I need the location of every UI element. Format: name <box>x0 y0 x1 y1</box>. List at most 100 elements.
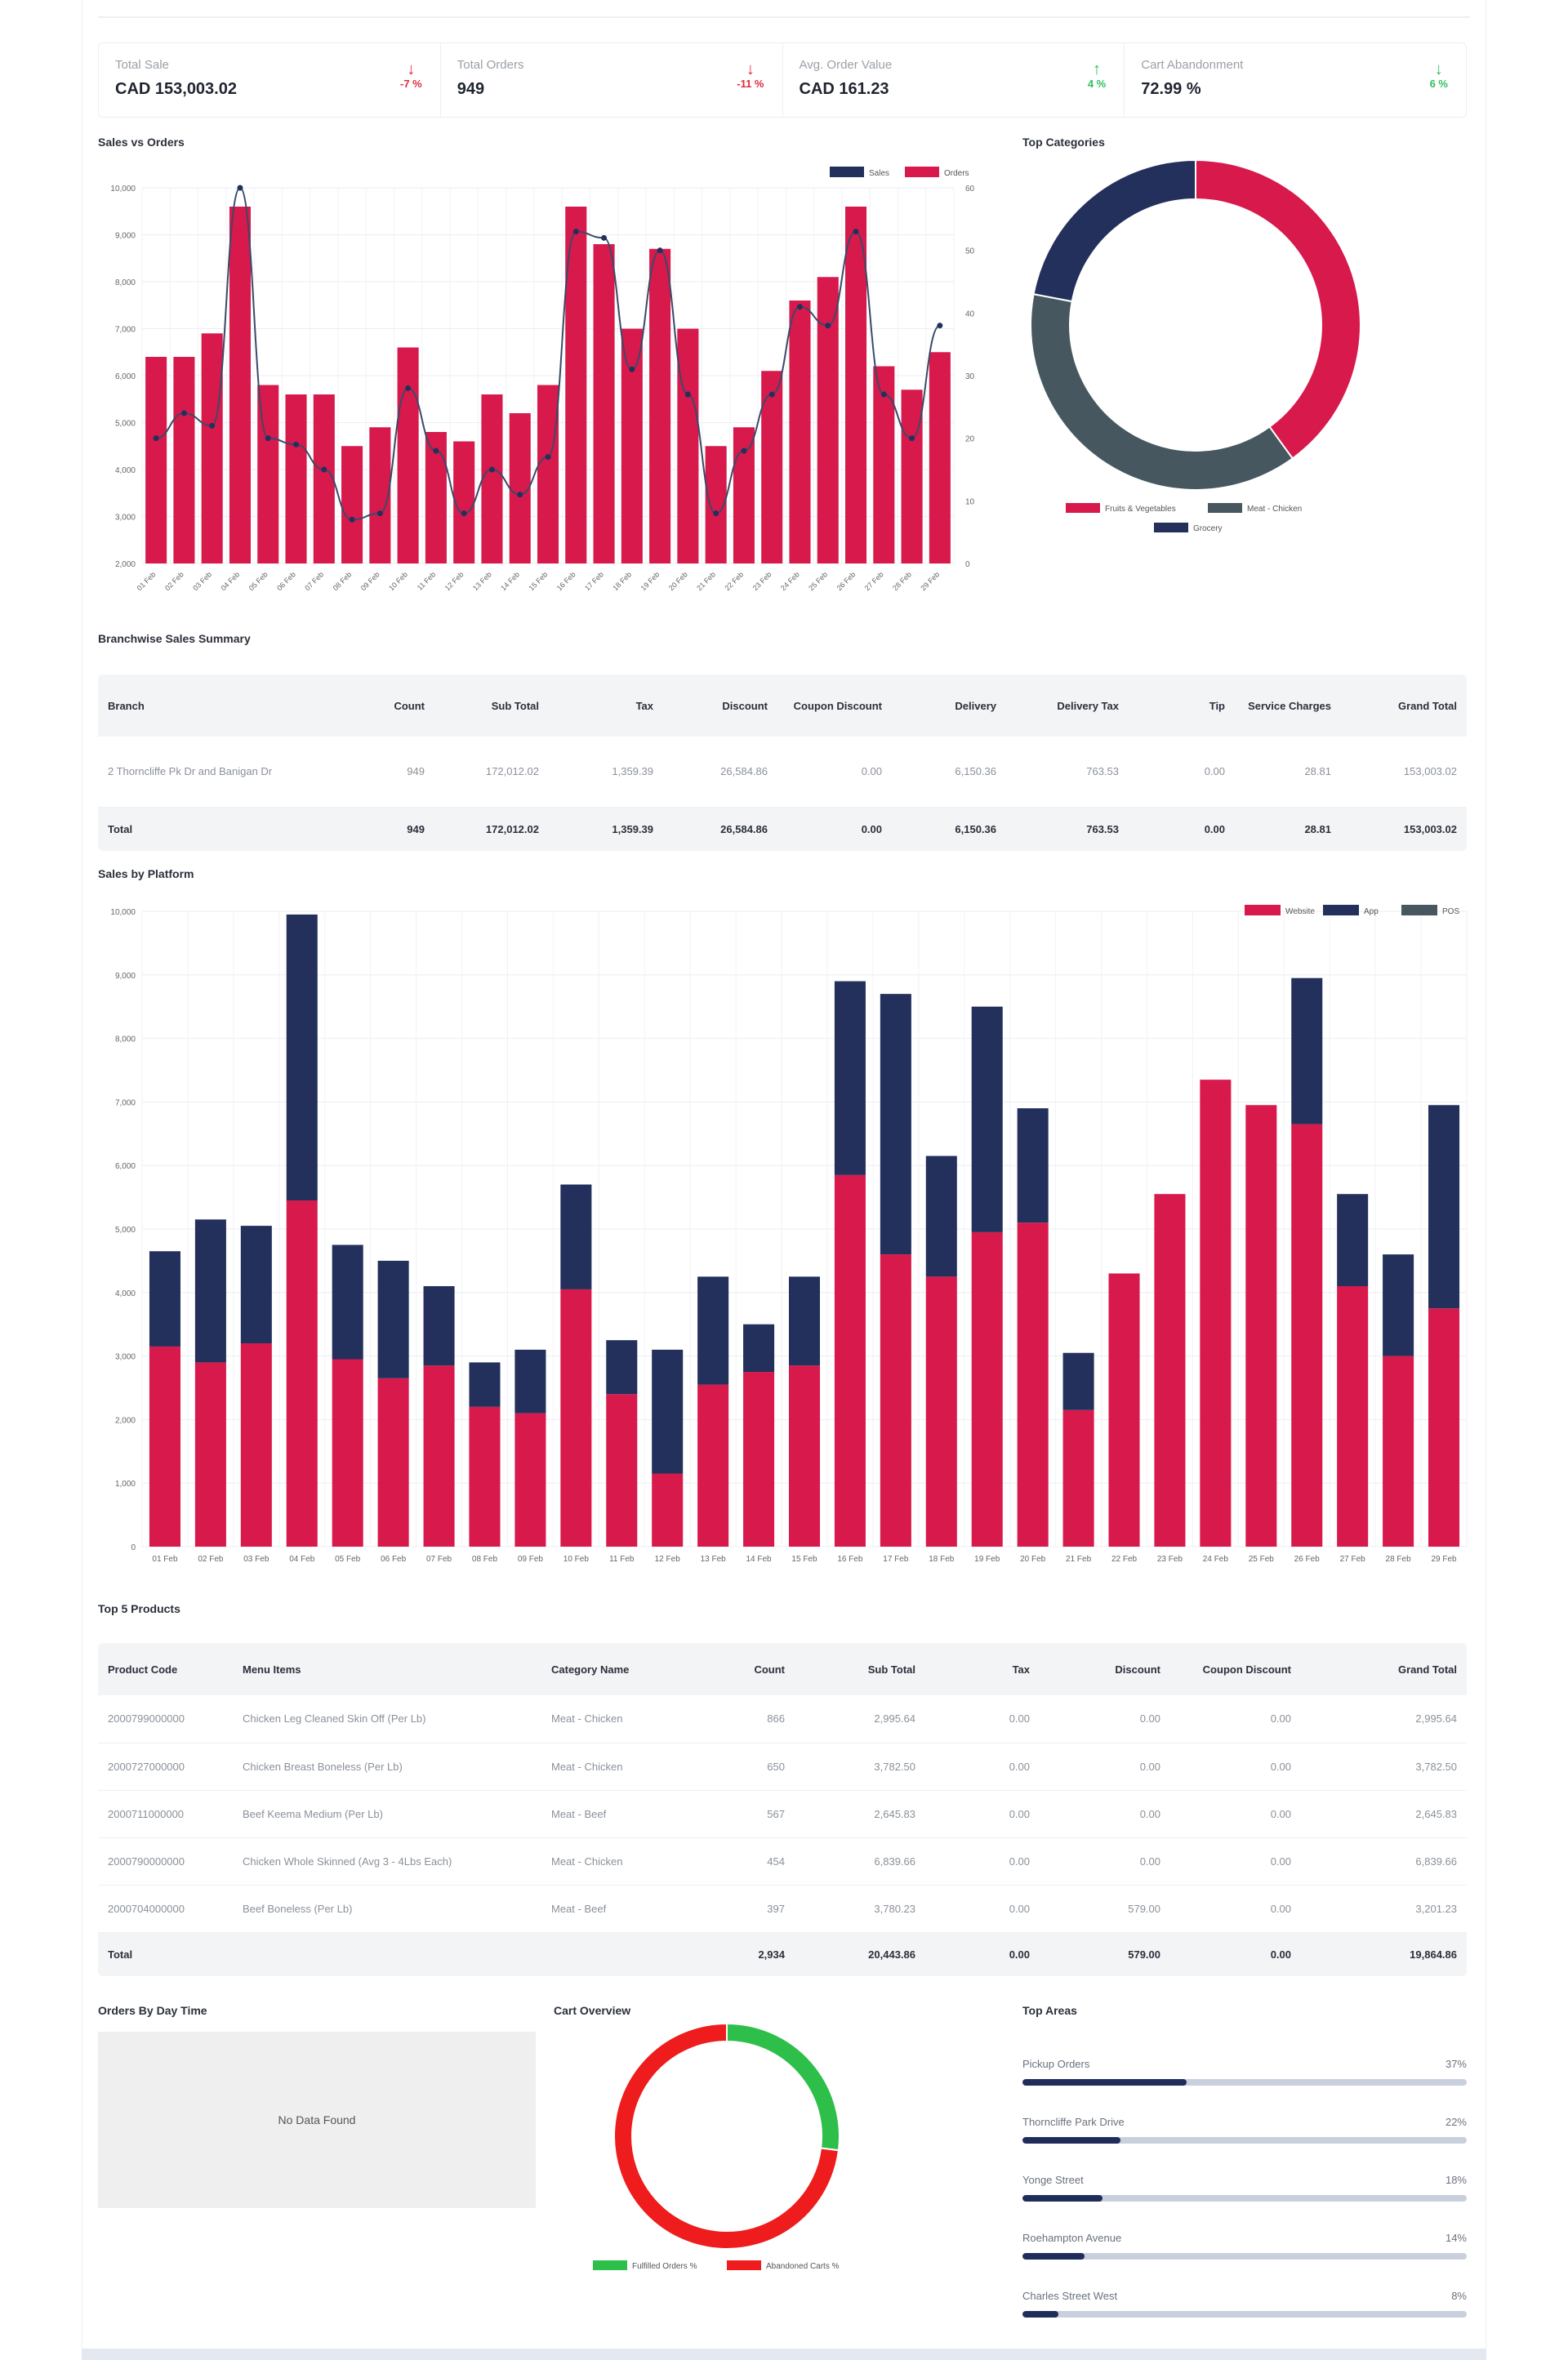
website-bar[interactable] <box>1245 1105 1277 1547</box>
website-bar[interactable] <box>1017 1222 1049 1547</box>
app-bar[interactable] <box>149 1251 180 1347</box>
app-bar[interactable] <box>743 1324 775 1373</box>
top-area-item[interactable]: Pickup Orders 37% <box>1022 2058 1467 2086</box>
table-row[interactable]: 2 Thorncliffe Pk Dr and Banigan Dr 949 172… <box>98 737 1467 808</box>
app-bar[interactable] <box>286 914 318 1200</box>
legend-label[interactable]: Abandoned Carts % <box>766 2262 840 2271</box>
website-bar[interactable] <box>286 1200 318 1547</box>
app-bar[interactable] <box>697 1276 729 1385</box>
sales-point[interactable] <box>405 385 412 391</box>
kpi-avg-order-value[interactable]: Avg. Order Value CAD 161.23 ↑ 4 % <box>783 43 1125 117</box>
column-header[interactable]: Discount <box>1040 1643 1170 1695</box>
sales-point[interactable] <box>321 466 327 473</box>
app-bar[interactable] <box>469 1362 501 1407</box>
table-row[interactable]: 2000799000000 Chicken Leg Cleaned Skin Of… <box>98 1695 1467 1743</box>
website-bar[interactable] <box>971 1231 1003 1547</box>
orders-bar[interactable] <box>313 394 335 563</box>
orders-bar[interactable] <box>509 413 531 563</box>
website-bar[interactable] <box>606 1394 638 1547</box>
column-header[interactable]: Sub Total <box>434 675 549 737</box>
orders-bar[interactable] <box>845 207 867 563</box>
column-header[interactable]: Count <box>705 1643 795 1695</box>
sales-point[interactable] <box>909 435 915 442</box>
legend-label[interactable]: Sales <box>869 169 889 178</box>
orders-bar[interactable] <box>621 328 643 564</box>
app-bar[interactable] <box>834 981 866 1175</box>
orders-bar[interactable] <box>537 385 559 564</box>
orders-bar[interactable] <box>285 394 307 563</box>
orders-bar[interactable] <box>397 347 419 564</box>
sales-point[interactable] <box>741 448 747 454</box>
column-header[interactable]: Coupon Discount <box>1170 1643 1301 1695</box>
category-slice[interactable] <box>1032 158 1196 303</box>
sales-point[interactable] <box>713 510 719 517</box>
table-row[interactable]: 2000704000000 Beef Boneless (Per Lb) Meat … <box>98 1885 1467 1933</box>
orders-bar[interactable] <box>341 446 363 563</box>
kpi-total-orders[interactable]: Total Orders 949 ↓ -11 % <box>441 43 783 117</box>
column-header[interactable]: Grand Total <box>1301 1643 1467 1695</box>
app-bar[interactable] <box>332 1245 363 1360</box>
app-bar[interactable] <box>1017 1108 1049 1223</box>
orders-bar[interactable] <box>565 207 587 563</box>
orders-bar[interactable] <box>369 427 391 563</box>
app-bar[interactable] <box>925 1156 957 1277</box>
website-bar[interactable] <box>1108 1273 1140 1547</box>
sales-point[interactable] <box>517 492 523 498</box>
app-bar[interactable] <box>1291 977 1323 1124</box>
sales-point[interactable] <box>629 366 635 372</box>
sales-point[interactable] <box>880 391 887 398</box>
legend-label[interactable]: Fruits & Vegetables <box>1105 505 1176 514</box>
column-header[interactable]: Service Charges <box>1235 675 1341 737</box>
cart-slice[interactable] <box>613 2022 840 2250</box>
website-bar[interactable] <box>240 1343 272 1547</box>
website-bar[interactable] <box>469 1406 501 1547</box>
app-bar[interactable] <box>377 1260 409 1378</box>
column-header[interactable]: Coupon Discount <box>777 675 892 737</box>
sales-point[interactable] <box>853 229 859 235</box>
orders-bar[interactable] <box>453 441 475 564</box>
sales-point[interactable] <box>825 323 831 329</box>
website-bar[interactable] <box>1428 1308 1460 1547</box>
orders-bar[interactable] <box>761 371 783 563</box>
website-bar[interactable] <box>925 1276 957 1547</box>
table-row[interactable]: 2000727000000 Chicken Breast Boneless (Pe… <box>98 1743 1467 1791</box>
sales-point[interactable] <box>488 466 495 473</box>
legend-label[interactable]: Grocery <box>1193 524 1223 533</box>
sales-point[interactable] <box>237 185 243 191</box>
app-bar[interactable] <box>971 1006 1003 1232</box>
sales-point[interactable] <box>601 234 608 241</box>
column-header[interactable]: Delivery Tax <box>1006 675 1129 737</box>
website-bar[interactable] <box>788 1365 821 1547</box>
column-header[interactable]: Sub Total <box>795 1643 925 1695</box>
app-bar[interactable] <box>423 1286 455 1366</box>
website-bar[interactable] <box>1200 1080 1232 1547</box>
orders-bar[interactable] <box>229 207 251 563</box>
app-bar[interactable] <box>788 1276 821 1366</box>
orders-bar[interactable] <box>817 277 839 563</box>
website-bar[interactable] <box>332 1359 363 1547</box>
legend-label[interactable]: Meat - Chicken <box>1247 505 1302 514</box>
app-bar[interactable] <box>1383 1254 1414 1356</box>
sales-point[interactable] <box>572 229 579 235</box>
app-bar[interactable] <box>1062 1352 1094 1410</box>
sales-point[interactable] <box>433 448 439 454</box>
legend-label[interactable]: App <box>1364 907 1379 916</box>
column-header[interactable]: Tax <box>925 1643 1040 1695</box>
website-bar[interactable] <box>377 1378 409 1547</box>
sales-point[interactable] <box>937 323 943 329</box>
top-area-item[interactable]: Charles Street West 8% <box>1022 2290 1467 2318</box>
website-bar[interactable] <box>194 1362 226 1547</box>
sales-point[interactable] <box>180 410 187 416</box>
orders-bar[interactable] <box>733 427 755 563</box>
app-bar[interactable] <box>652 1349 684 1474</box>
orders-bar[interactable] <box>145 357 167 563</box>
category-slice[interactable] <box>1195 158 1361 460</box>
app-bar[interactable] <box>1428 1105 1460 1309</box>
app-bar[interactable] <box>1337 1194 1369 1287</box>
sales-point[interactable] <box>209 422 216 429</box>
app-bar[interactable] <box>880 994 911 1255</box>
website-bar[interactable] <box>149 1346 180 1547</box>
orders-bar[interactable] <box>201 333 223 563</box>
column-header[interactable]: Menu Items <box>233 1643 541 1695</box>
orders-bar[interactable] <box>677 328 699 564</box>
